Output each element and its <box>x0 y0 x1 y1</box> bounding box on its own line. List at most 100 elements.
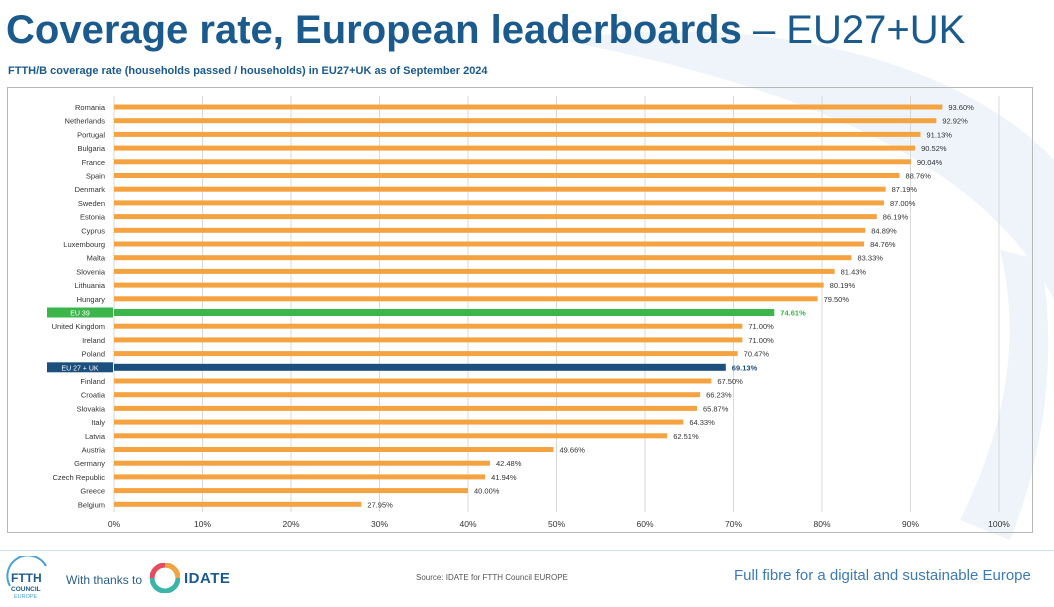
value-label: 40.00% <box>474 487 500 496</box>
category-label: Croatia <box>81 391 106 400</box>
category-label: Germany <box>74 459 105 468</box>
bar <box>114 268 835 274</box>
value-label: 92.92% <box>942 117 968 126</box>
bar <box>114 337 743 343</box>
category-label: Poland <box>82 350 105 359</box>
value-label: 90.52% <box>921 144 947 153</box>
value-label: 91.13% <box>927 130 953 139</box>
category-label: Malta <box>87 254 106 263</box>
category-label: United Kingdom <box>52 322 105 331</box>
bar <box>114 186 886 192</box>
value-label: 41.94% <box>491 473 517 482</box>
x-tick-label: 0% <box>108 519 121 529</box>
category-label: Ireland <box>82 336 105 345</box>
bar <box>114 131 921 137</box>
category-label: Austria <box>82 446 106 455</box>
value-label: 87.19% <box>892 185 918 194</box>
bar <box>114 145 916 151</box>
x-tick-label: 60% <box>636 519 653 529</box>
bar <box>114 241 865 247</box>
value-label: 86.19% <box>883 213 909 222</box>
bar <box>114 200 884 206</box>
category-label: Czech Republic <box>52 473 105 482</box>
thanks-text: With thanks to <box>66 573 143 587</box>
bar <box>114 501 362 507</box>
value-label: 88.76% <box>906 172 932 181</box>
category-label: Slovenia <box>76 267 106 276</box>
bar <box>114 173 900 178</box>
category-label: Luxembourg <box>63 240 105 249</box>
value-label: 49.66% <box>559 446 585 455</box>
chart-frame <box>7 87 1033 533</box>
category-label: Denmark <box>75 185 106 194</box>
x-tick-label: 20% <box>282 519 299 529</box>
highlight-label-box <box>47 307 113 318</box>
value-label: 64.33% <box>689 418 715 427</box>
category-label: Netherlands <box>65 117 106 126</box>
bar <box>114 351 738 357</box>
bar <box>114 392 701 398</box>
bar <box>114 474 486 480</box>
bar <box>114 323 743 329</box>
category-label: Italy <box>91 418 105 427</box>
tagline: Full fibre for a digital and sustainable… <box>734 567 1031 584</box>
bar <box>114 118 937 124</box>
bar <box>114 214 877 220</box>
category-label: Latvia <box>85 432 106 441</box>
value-label: 90.04% <box>917 158 943 167</box>
ftth-council-logo: FTTH COUNCIL EUROPE <box>6 556 47 600</box>
x-tick-label: 30% <box>371 519 388 529</box>
value-label: 71.00% <box>748 336 774 345</box>
x-tick-label: 10% <box>194 519 211 529</box>
bar <box>114 378 712 384</box>
x-tick-label: 90% <box>902 519 919 529</box>
category-label: EU 27 + UK <box>61 365 98 372</box>
category-label: Lithuania <box>75 281 106 290</box>
footer-divider <box>0 550 1054 551</box>
category-label: Belgium <box>78 500 105 509</box>
bar <box>114 363 726 371</box>
category-label: Slovakia <box>77 404 106 413</box>
bar <box>114 296 818 302</box>
value-label: 81.43% <box>841 267 867 276</box>
value-label: 65.87% <box>703 404 729 413</box>
value-label: 70.47% <box>744 350 770 359</box>
bar <box>114 255 852 261</box>
x-tick-label: 40% <box>459 519 476 529</box>
category-label: Spain <box>86 172 105 181</box>
value-label: 79.50% <box>824 295 850 304</box>
bar <box>114 460 490 466</box>
category-label: EU 39 <box>70 311 90 318</box>
x-tick-label: 70% <box>725 519 742 529</box>
value-label: 74.61% <box>780 309 806 318</box>
bar <box>114 309 775 316</box>
page-title: Coverage rate, European leaderboards – E… <box>6 4 965 56</box>
value-label: 80.19% <box>830 281 856 290</box>
ftth-logo-sub: COUNCIL <box>11 586 41 593</box>
bar <box>114 433 668 439</box>
category-label: Portugal <box>77 130 105 139</box>
highlight-label-box <box>47 362 113 373</box>
value-label: 62.51% <box>673 432 699 441</box>
ftth-logo-region: EUROPE <box>14 594 38 600</box>
bar <box>114 447 554 452</box>
value-label: 67.50% <box>717 377 743 386</box>
value-label: 42.48% <box>496 459 522 468</box>
x-tick-label: 80% <box>813 519 830 529</box>
category-label: Cyprus <box>81 226 105 235</box>
category-label: Bulgaria <box>77 144 105 153</box>
category-label: Sweden <box>78 199 105 208</box>
value-label: 93.60% <box>948 103 974 112</box>
ftth-logo-text: FTTH <box>11 571 42 585</box>
bar <box>114 104 943 110</box>
bar <box>114 282 824 288</box>
value-label: 69.13% <box>732 363 758 372</box>
value-label: 66.23% <box>706 391 732 400</box>
value-label: 84.76% <box>870 240 896 249</box>
category-label: Hungary <box>77 295 106 304</box>
source-note: Source: IDATE for FTTH Council EUROPE <box>416 573 568 582</box>
category-label: Finland <box>80 377 105 386</box>
value-label: 87.00% <box>890 199 916 208</box>
